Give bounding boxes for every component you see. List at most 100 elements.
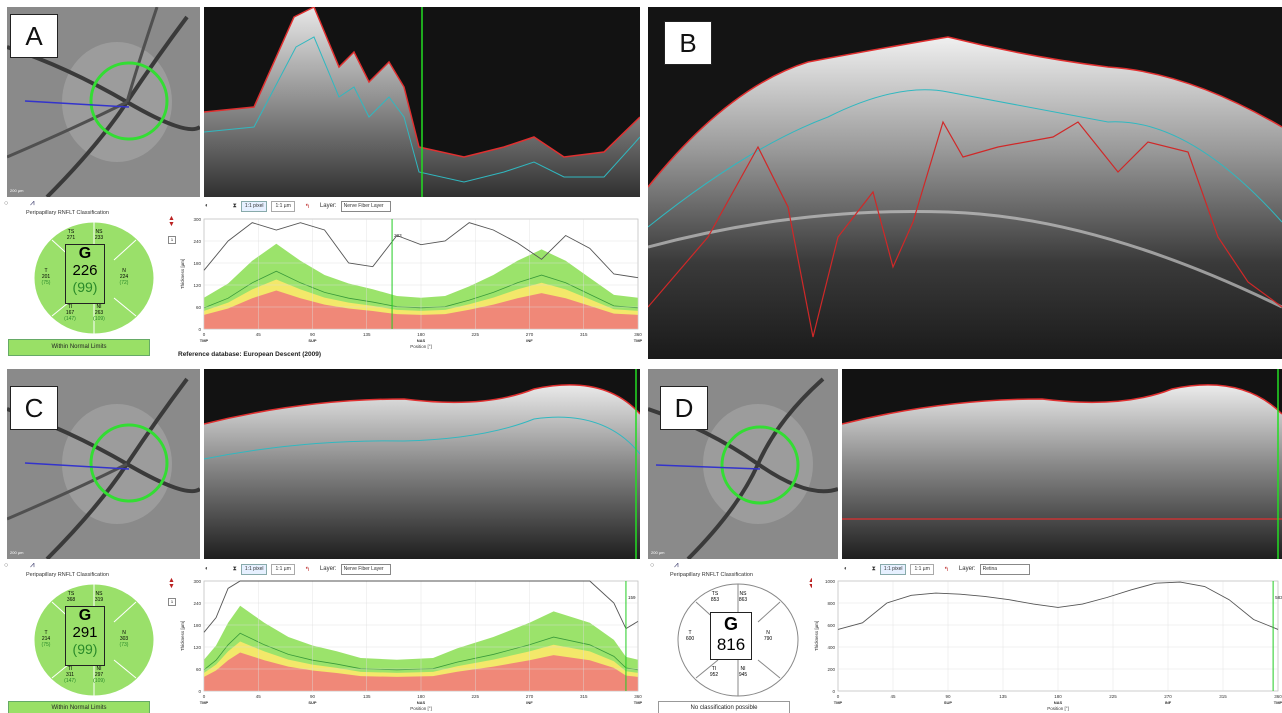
zoom-icon[interactable]: ⧗	[871, 565, 876, 572]
sector-ns-value: 863	[738, 597, 748, 603]
y-axis-label: Thickness [µm]	[814, 621, 819, 651]
sector-tick-label: NAS	[1054, 700, 1063, 705]
panel-label-d: D	[660, 386, 708, 430]
sector-n-c: N 303 (73)	[116, 630, 132, 648]
pixel-scale-button[interactable]: 1:1 pixel	[879, 563, 907, 575]
sector-n-value: 303	[119, 636, 129, 642]
pin-icon[interactable]: ○	[4, 200, 9, 207]
y-tick-label: 0	[198, 689, 201, 694]
edit-icon[interactable]: ↰	[304, 566, 310, 573]
cursor-value-label: 223	[394, 233, 402, 238]
y-tick-label: 600	[827, 623, 835, 628]
x-tick-label: 45	[256, 694, 262, 699]
y-tick-label: 300	[193, 579, 201, 584]
sector-tick-label: TMP	[634, 700, 642, 705]
layer-select[interactable]: Nerve Fiber Layer	[340, 200, 391, 212]
pin-icon[interactable]: ○	[4, 562, 9, 569]
thickness-line	[203, 222, 639, 279]
bscan-c	[204, 369, 640, 559]
x-tick-label: 135	[999, 694, 1007, 699]
bscan-svg-d	[842, 369, 1282, 559]
sector-t-value: 214	[41, 636, 51, 642]
y-tick-label: 400	[827, 645, 835, 650]
sector-ti-label: TI	[711, 666, 717, 672]
scale-label-c: 200 µm	[10, 550, 24, 555]
layer-select[interactable]: Retina	[979, 563, 1030, 575]
scale-label-a: 200 µm	[10, 188, 24, 193]
scroll-arrows-a[interactable]: ▲ ▼	[168, 215, 175, 228]
y-axis-label: Thickness [µm]	[180, 621, 185, 651]
x-tick-label: 90	[310, 694, 316, 699]
y-tick-label: 120	[193, 283, 201, 288]
pin-icon[interactable]: ○	[650, 562, 655, 569]
edit-icon[interactable]: ↰	[304, 203, 310, 210]
sector-ti-ref: (147)	[64, 678, 76, 684]
sector-tick-label: SUP	[308, 338, 317, 343]
edit-icon[interactable]: ↰	[943, 566, 949, 573]
nfl-chart-a: 0 60 120 180 240 300 0 45 90 135 180 225 270 315 360 TM…	[178, 213, 642, 351]
sector-tick-label: TMP	[1274, 700, 1282, 705]
page-box-c[interactable]: 1	[168, 598, 176, 606]
scroll-arrows-c[interactable]: ▲ ▼	[168, 577, 175, 590]
cursor-value-label: 583	[1275, 595, 1282, 600]
sector-tick-label: TMP	[200, 338, 209, 343]
global-letter: G	[78, 607, 92, 624]
sector-ni-label: NI	[96, 304, 102, 310]
nav-icon[interactable]: ⩘	[674, 560, 679, 569]
sector-ni-value: 945	[738, 672, 748, 678]
sector-t-label: T	[44, 630, 48, 636]
nav-icon[interactable]: ⩘	[30, 198, 35, 207]
thickness-line	[837, 581, 1279, 630]
page-box-a[interactable]: 1	[168, 236, 176, 244]
micron-scale-button[interactable]: 1:1 µm	[910, 563, 934, 575]
reference-database-a: Reference database: European Descent (20…	[178, 351, 322, 358]
sector-ti-value: 952	[709, 672, 719, 678]
panel-label-c: C	[10, 386, 58, 430]
sector-n-label: N	[122, 268, 126, 274]
sector-tick-label: INF	[526, 338, 533, 343]
nav-icon[interactable]: ⩘	[30, 560, 35, 569]
global-box-a: G 226 (99)	[65, 244, 105, 304]
layer-select[interactable]: Nerve Fiber Layer	[340, 563, 391, 575]
micron-scale-button[interactable]: 1:1 µm	[271, 200, 295, 212]
y-tick-label: 800	[827, 601, 835, 606]
x-tick-label: 135	[363, 332, 371, 337]
micron-scale-button[interactable]: 1:1 µm	[271, 563, 295, 575]
fundus-svg-c	[7, 369, 200, 559]
sector-ts-label: TS	[711, 591, 719, 597]
sector-t-value: 600	[685, 636, 695, 642]
global-value: 816	[716, 635, 746, 654]
sector-ni-d: NI 945	[735, 666, 751, 678]
sector-tick-label: TMP	[200, 700, 209, 705]
pixel-scale-button[interactable]: 1:1 pixel	[240, 563, 268, 575]
fundus-image-c: 200 µm	[7, 369, 200, 559]
sector-t-label: T	[44, 268, 48, 274]
sector-ns-value: 319	[94, 597, 104, 603]
sector-t-ref: (75)	[41, 280, 51, 286]
panel-label-b: B	[664, 21, 712, 65]
sector-ts-label: TS	[67, 591, 75, 597]
pixel-scale-button[interactable]: 1:1 pixel	[240, 200, 268, 212]
y-axis-label: Thickness [µm]	[180, 259, 185, 289]
settings-icon[interactable]: ◐	[844, 566, 848, 572]
y-tick-label: 240	[193, 239, 201, 244]
zoom-icon[interactable]: ⧗	[232, 202, 237, 209]
zoom-icon[interactable]: ⧗	[232, 565, 237, 572]
sector-ts-value: 368	[66, 597, 76, 603]
settings-icon[interactable]: ◐	[205, 203, 209, 209]
settings-icon[interactable]: ◐	[205, 566, 209, 572]
panel-a: 200 µm A ◐ ⧗ 1:1 pixel 1:1 µm ↰ Layer: N…	[0, 0, 642, 360]
x-tick-label: 225	[471, 694, 479, 699]
y-tick-label: 180	[193, 623, 201, 628]
scroll-arrows-d[interactable]: ▲▼	[808, 577, 815, 590]
sector-tick-label: TMP	[634, 338, 642, 343]
sector-n-value: 790	[763, 636, 773, 642]
x-axis-label: Position [°]	[410, 706, 432, 711]
thickness-line	[203, 580, 639, 633]
x-tick-label: 90	[945, 694, 951, 699]
sector-ns-label: NS	[739, 591, 747, 597]
sector-ti-label: TI	[67, 304, 73, 310]
classification-title: Peripapillary RNFLT Classification	[26, 572, 109, 578]
x-tick-label: 135	[363, 694, 371, 699]
